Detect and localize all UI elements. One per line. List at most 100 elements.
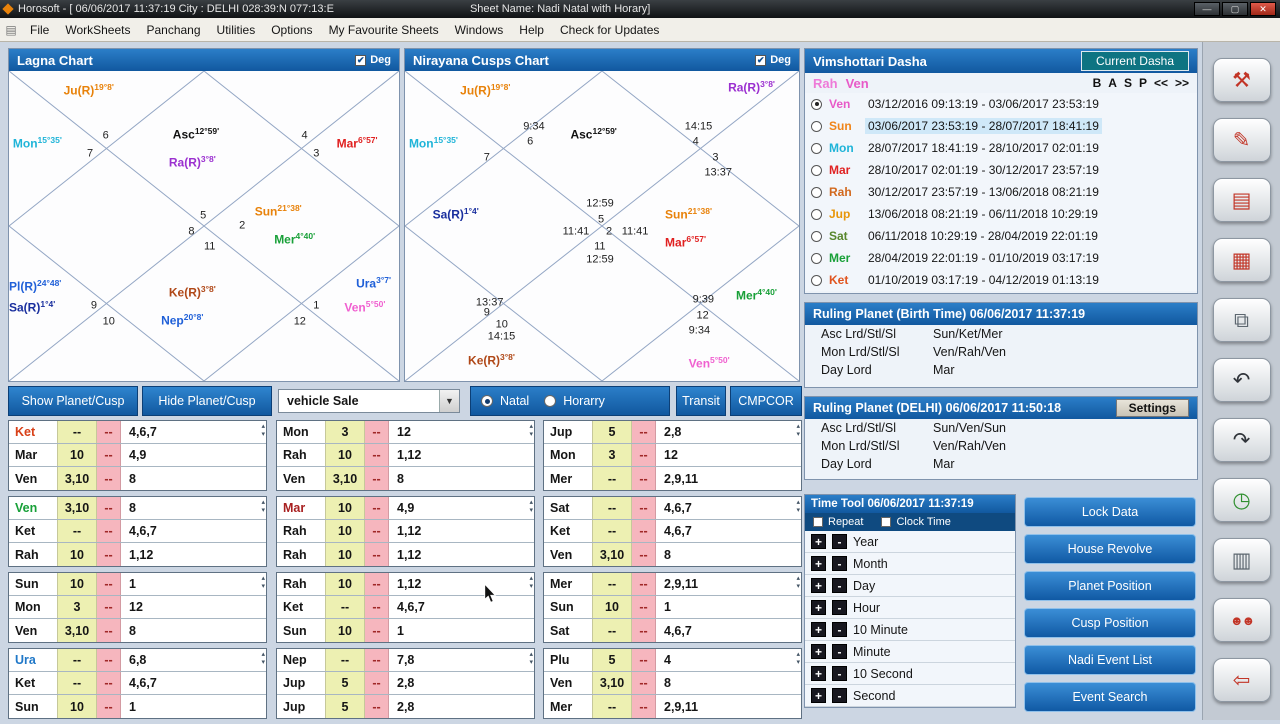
table-spinner[interactable]: ▴ ▾ [529, 651, 533, 667]
sidebar-tools-button[interactable]: ⚒ [1212, 58, 1271, 102]
dasha-radio[interactable] [811, 164, 822, 176]
table-spinner[interactable]: ▴ ▾ [261, 575, 265, 591]
minus-button[interactable]: - [832, 622, 847, 637]
table-spinner[interactable]: ▴ ▾ [796, 651, 800, 667]
minus-button[interactable]: - [832, 666, 847, 681]
table-row[interactable]: Jup 5 -- 2,8 [277, 672, 534, 695]
table-row[interactable]: Ven 3,10 -- 8 [9, 497, 266, 520]
table-spinner[interactable]: ▴ ▾ [796, 423, 800, 439]
minus-button[interactable]: - [832, 556, 847, 571]
menu-my-favourite-sheets[interactable]: My Favourite Sheets [328, 22, 439, 37]
table-row[interactable]: Mer -- -- 2,9,11 [544, 573, 801, 596]
menu-check-for-updates[interactable]: Check for Updates [559, 22, 660, 37]
close-button[interactable]: ✕ [1250, 2, 1276, 16]
table-row[interactable]: Ven 3,10 -- 8 [277, 467, 534, 490]
cusp-position-button[interactable]: Cusp Position [1024, 608, 1196, 638]
sidebar-clock-button[interactable]: ◷ [1212, 478, 1271, 522]
table-row[interactable]: Mar 10 -- 4,9 [277, 497, 534, 520]
table-row[interactable]: Ket -- -- 4,6,7 [544, 520, 801, 543]
menu-help[interactable]: Help [519, 22, 544, 37]
dasha-nav-a[interactable]: A [1108, 76, 1117, 90]
deg-toggle[interactable]: ✔ Deg [755, 54, 791, 66]
house-revolve-button[interactable]: House Revolve [1024, 534, 1196, 564]
dasha-row[interactable]: Jup 13/06/2018 08:21:19 - 06/11/2018 10:… [805, 203, 1197, 225]
plus-button[interactable]: + [811, 622, 826, 637]
table-row[interactable]: Sun 10 -- 1 [9, 695, 266, 718]
dasha-radio[interactable] [811, 230, 822, 242]
sidebar-undo-button[interactable]: ↶ [1212, 358, 1271, 402]
plus-button[interactable]: + [811, 600, 826, 615]
plus-button[interactable]: + [811, 534, 826, 549]
dasha-nav-prev[interactable]: << [1153, 76, 1168, 90]
dasha-nav-p[interactable]: P [1138, 76, 1147, 90]
plus-button[interactable]: + [811, 688, 826, 703]
minus-button[interactable]: - [832, 688, 847, 703]
deg-checkbox[interactable]: ✔ [355, 54, 367, 66]
dasha-radio[interactable] [811, 142, 822, 154]
table-row[interactable]: Mon 3 -- 12 [544, 444, 801, 467]
table-row[interactable]: Jup 5 -- 2,8 [277, 695, 534, 718]
menu-worksheets[interactable]: WorkSheets [65, 22, 131, 37]
table-row[interactable]: Ven 3,10 -- 8 [544, 543, 801, 566]
table-row[interactable]: Mon 3 -- 12 [9, 596, 266, 619]
table-row[interactable]: Sun 10 -- 1 [9, 573, 266, 596]
dasha-row[interactable]: Mon 28/07/2017 18:41:19 - 28/10/2017 02:… [805, 137, 1197, 159]
minus-button[interactable]: - [832, 600, 847, 615]
dasha-nav-s[interactable]: S [1123, 76, 1132, 90]
sidebar-print-button[interactable]: ▤ [1212, 178, 1271, 222]
table-row[interactable]: Ket -- -- 4,6,7 [277, 596, 534, 619]
menu-panchang[interactable]: Panchang [146, 22, 201, 37]
dasha-row[interactable]: Ket 01/10/2019 03:17:19 - 04/12/2019 01:… [805, 269, 1197, 291]
table-row[interactable]: Rah 10 -- 1,12 [277, 573, 534, 596]
dasha-radio[interactable] [811, 186, 822, 198]
menu-windows[interactable]: Windows [454, 22, 504, 37]
sidebar-calendar-button[interactable]: ▦ [1212, 238, 1271, 282]
dasha-nav-b[interactable]: B [1092, 76, 1102, 90]
menu-utilities[interactable]: Utilities [216, 22, 256, 37]
table-row[interactable]: Ura -- -- 6,8 [9, 649, 266, 672]
table-spinner[interactable]: ▴ ▾ [529, 423, 533, 439]
table-row[interactable]: Ket -- -- 4,6,7 [9, 421, 266, 444]
table-row[interactable]: Rah 10 -- 1,12 [277, 543, 534, 566]
table-row[interactable]: Mar 10 -- 4,9 [9, 444, 266, 467]
dasha-radio[interactable] [811, 120, 822, 132]
plus-button[interactable]: + [811, 578, 826, 593]
table-spinner[interactable]: ▴ ▾ [261, 499, 265, 515]
chart-type-select[interactable]: vehicle Sale ▼ [278, 389, 460, 413]
minus-button[interactable]: - [832, 534, 847, 549]
table-row[interactable]: Ven 3,10 -- 8 [9, 619, 266, 642]
dasha-row[interactable]: Sat 06/11/2018 10:29:19 - 28/04/2019 22:… [805, 225, 1197, 247]
nadi-event-list-button[interactable]: Nadi Event List [1024, 645, 1196, 675]
table-spinner[interactable]: ▴ ▾ [529, 575, 533, 591]
planet-position-button[interactable]: Planet Position [1024, 571, 1196, 601]
show-planet-cusp-button[interactable]: Show Planet/Cusp [8, 386, 138, 416]
table-row[interactable]: Nep -- -- 7,8 [277, 649, 534, 672]
table-spinner[interactable]: ▴ ▾ [796, 575, 800, 591]
chevron-down-icon[interactable]: ▼ [439, 390, 459, 412]
event-search-button[interactable]: Event Search [1024, 682, 1196, 712]
table-row[interactable]: Ket -- -- 4,6,7 [9, 520, 266, 543]
table-spinner[interactable]: ▴ ▾ [529, 499, 533, 515]
dasha-row[interactable]: Sun 03/06/2017 23:53:19 - 28/07/2017 18:… [805, 115, 1197, 137]
sidebar-clipboard-button[interactable]: ▥ [1212, 538, 1271, 582]
plus-button[interactable]: + [811, 644, 826, 659]
plus-button[interactable]: + [811, 556, 826, 571]
cmpcor-button[interactable]: CMPCOR [730, 386, 802, 416]
settings-button[interactable]: Settings [1115, 399, 1189, 417]
table-row[interactable]: Sun 10 -- 1 [544, 596, 801, 619]
natal-radio[interactable] [481, 395, 493, 407]
menu-options[interactable]: Options [271, 22, 313, 37]
sidebar-exit-button[interactable]: ⇦ [1212, 658, 1271, 702]
table-row[interactable]: Sat -- -- 4,6,7 [544, 619, 801, 642]
deg-checkbox[interactable]: ✔ [755, 54, 767, 66]
table-row[interactable]: Mer -- -- 2,9,11 [544, 695, 801, 718]
sidebar-redo-button[interactable]: ↷ [1212, 418, 1271, 462]
maximize-button[interactable]: ▢ [1222, 2, 1248, 16]
dasha-row[interactable]: Mer 28/04/2019 22:01:19 - 01/10/2019 03:… [805, 247, 1197, 269]
menu-file[interactable]: File [30, 22, 50, 37]
sidebar-users-button[interactable]: ☻☻ [1212, 598, 1271, 642]
table-row[interactable]: Ven 3,10 -- 8 [544, 672, 801, 695]
horary-radio[interactable] [544, 395, 557, 407]
table-row[interactable]: Mer -- -- 2,9,11 [544, 467, 801, 490]
plus-button[interactable]: + [811, 666, 826, 681]
